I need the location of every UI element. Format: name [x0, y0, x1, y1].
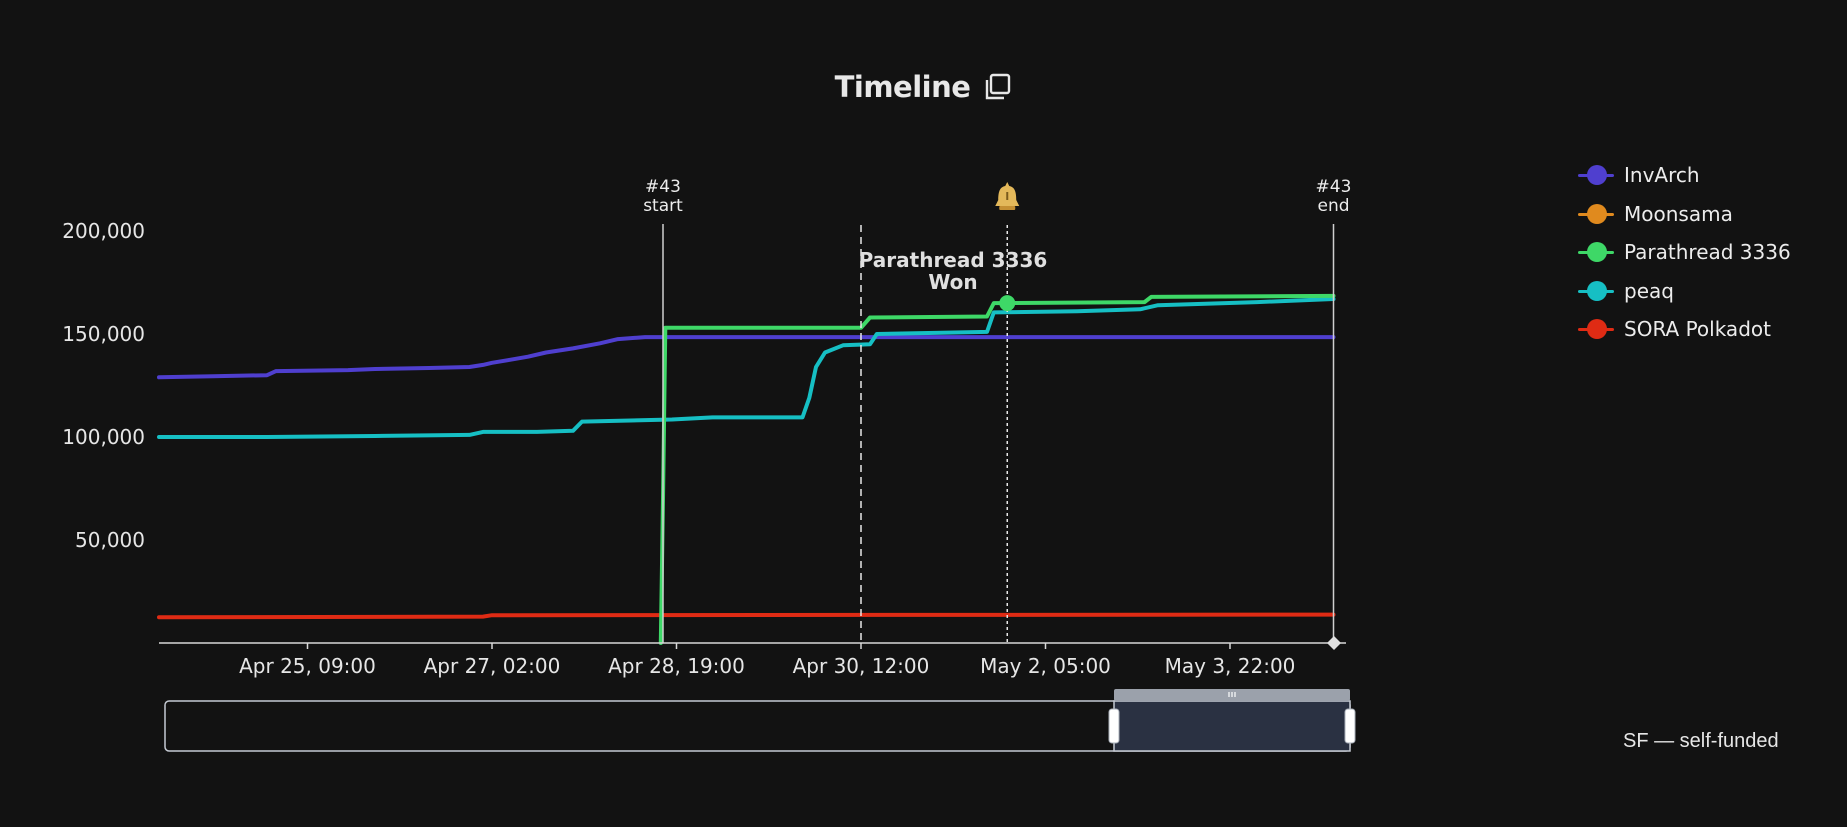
series-line-parathread-3336[interactable] — [658, 293, 1336, 645]
y-tick-label: 100,000 — [62, 425, 145, 449]
legend-swatch — [1578, 319, 1614, 340]
legend-swatch — [1578, 165, 1614, 186]
winner-marker[interactable] — [999, 295, 1016, 312]
legend-label: InvArch — [1624, 163, 1700, 188]
chart-title: Timeline — [834, 70, 971, 104]
legend-label: peaq — [1624, 278, 1674, 303]
winner-label: Won — [928, 270, 977, 294]
legend: InvArch Moonsama Parathread 3336 peaq SORA P… — [1578, 156, 1838, 349]
x-tick-label: Apr 27, 02:00 — [424, 654, 561, 678]
y-tick-label: 50,000 — [75, 528, 145, 552]
chart-header: Timeline — [0, 62, 1847, 112]
legend-label: SORA Polkadot — [1624, 317, 1771, 342]
series-line-sora-polkadot[interactable] — [157, 612, 1336, 620]
annotation-label: #43 — [1316, 177, 1352, 197]
copy-icon[interactable] — [982, 72, 1012, 102]
annotation-label: start — [643, 196, 683, 216]
x-axis-end-marker — [1327, 636, 1341, 650]
x-tick-label: Apr 30, 12:00 — [793, 654, 930, 678]
y-tick-label: 200,000 — [62, 219, 145, 243]
annotation-label: end — [1317, 196, 1349, 216]
series-layer — [157, 293, 1336, 645]
x-tick-label: May 3, 22:00 — [1165, 654, 1296, 678]
legend-item-sora-polkadot[interactable]: SORA Polkadot — [1578, 310, 1838, 349]
zoom-slider — [164, 689, 1356, 752]
legend-item-invarch[interactable]: InvArch — [1578, 156, 1838, 195]
zoom-handle-right[interactable] — [1344, 708, 1356, 744]
legend-swatch — [1578, 280, 1614, 301]
legend-label: Parathread 3336 — [1624, 240, 1791, 265]
axis-layer: Apr 25, 09:00 Apr 27, 02:00 Apr 28, 19:00 A… — [62, 219, 1346, 678]
series-line-invarch[interactable] — [157, 335, 1336, 380]
footnote: SF — self-funded — [1623, 730, 1779, 752]
legend-swatch — [1578, 203, 1614, 224]
legend-label: Moonsama — [1624, 201, 1733, 226]
x-tick-label: May 2, 05:00 — [980, 654, 1111, 678]
legend-item-peaq[interactable]: peaq — [1578, 272, 1838, 311]
legend-swatch — [1578, 242, 1614, 263]
bell-icon[interactable] — [995, 182, 1020, 210]
zoom-window[interactable] — [1113, 700, 1351, 752]
y-tick-label: 150,000 — [62, 322, 145, 346]
x-tick-label: Apr 28, 19:00 — [608, 654, 745, 678]
zoom-handle-left[interactable] — [1108, 708, 1120, 744]
annotation-label: #43 — [645, 177, 681, 197]
x-tick-label: Apr 25, 09:00 — [239, 654, 376, 678]
winner-label: Parathread 3336 — [859, 248, 1048, 272]
series-line-peaq[interactable] — [157, 297, 1336, 439]
legend-item-parathread-3336[interactable]: Parathread 3336 — [1578, 233, 1838, 272]
legend-item-moonsama[interactable]: Moonsama — [1578, 195, 1838, 234]
